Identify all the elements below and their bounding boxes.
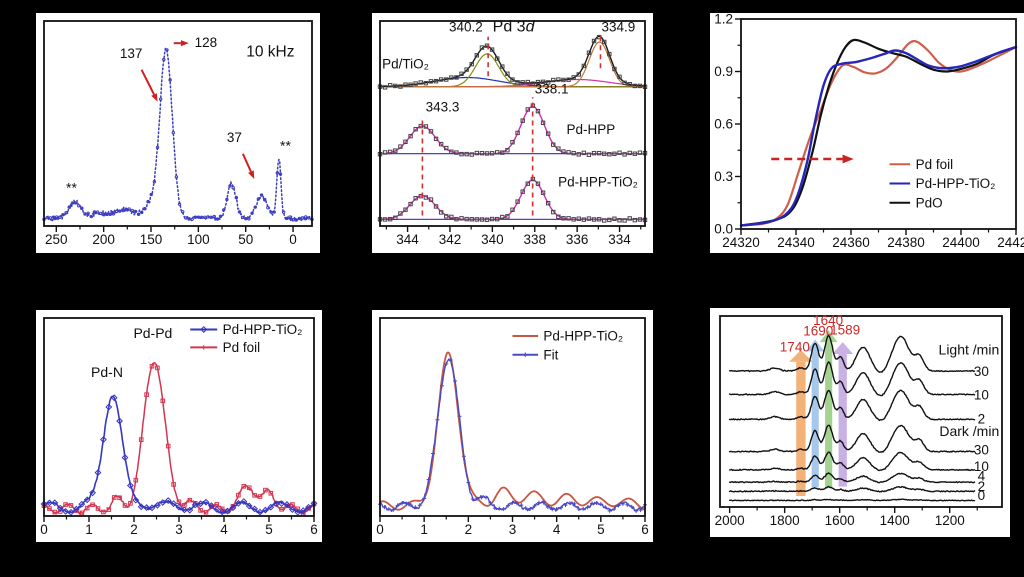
svg-text:128: 128	[195, 35, 218, 50]
svg-text:1: 1	[420, 522, 428, 537]
svg-text:2: 2	[130, 522, 138, 537]
svg-text:336: 336	[566, 232, 589, 247]
svg-text:340: 340	[481, 232, 504, 247]
svg-text:Pd-HPP: Pd-HPP	[567, 122, 616, 137]
svg-text:342: 342	[439, 232, 462, 247]
svg-text:2: 2	[465, 522, 473, 537]
svg-text:6: 6	[641, 522, 649, 537]
svg-text:Pd-HPP-TiO₂: Pd-HPP-TiO₂	[223, 322, 303, 337]
xps-pd3d-chart: 344 342 340 338 336 334 Pd 3d 340.2 334.9 343.3 33…	[377, 19, 648, 247]
svg-text:1640: 1640	[813, 313, 843, 328]
svg-text:250: 250	[45, 232, 68, 247]
svg-text:1200: 1200	[935, 513, 965, 528]
svg-text:1740: 1740	[780, 339, 810, 354]
svg-text:30: 30	[974, 443, 989, 458]
svg-text:338.1: 338.1	[535, 81, 569, 96]
svg-text:24360: 24360	[832, 235, 870, 250]
svg-text:Pd-HPP-TiO₂: Pd-HPP-TiO₂	[558, 175, 638, 190]
svg-text:1400: 1400	[880, 513, 910, 528]
svg-text:334: 334	[608, 232, 631, 247]
svg-text:340.2: 340.2	[449, 20, 483, 35]
svg-text:0.9: 0.9	[714, 64, 733, 79]
svg-text:Dark /min: Dark /min	[939, 423, 999, 439]
svg-text:1.2: 1.2	[714, 13, 733, 27]
svg-text:0.6: 0.6	[714, 117, 733, 132]
svg-text:5: 5	[597, 522, 605, 537]
panel-exafs: 0 1 2 3 4 5 6 Pd-N Pd-Pd Pd-HPP-TiO₂ Pd foil	[36, 310, 322, 542]
svg-text:1: 1	[85, 522, 93, 537]
svg-text:2: 2	[978, 411, 986, 426]
svg-text:30: 30	[974, 364, 989, 379]
svg-text:Pd-N: Pd-N	[91, 364, 123, 380]
svg-text:24340: 24340	[777, 235, 815, 250]
svg-text:PdO: PdO	[916, 195, 943, 210]
svg-text:5: 5	[265, 522, 273, 537]
svg-text:Pd foil: Pd foil	[916, 157, 954, 172]
panel-exafs-fit: 0 1 2 3 4 5 6 Pd-HPP-TiO₂ Fit	[372, 310, 653, 542]
svg-text:1589: 1589	[830, 322, 860, 337]
svg-text:37: 37	[227, 130, 242, 145]
svg-text:2: 2	[978, 479, 986, 494]
svg-text:Pd 3d: Pd 3d	[493, 19, 536, 36]
svg-text:200: 200	[92, 232, 115, 247]
svg-text:3: 3	[509, 522, 517, 537]
panel-drifts: 2000 1800 1600 1400 1200 1740 1690 1640 1589 Ligh…	[710, 308, 1010, 537]
svg-text:0.3: 0.3	[714, 169, 733, 184]
svg-text:0: 0	[376, 522, 384, 537]
svg-text:Pd/TiO₂: Pd/TiO₂	[382, 56, 429, 71]
svg-text:10: 10	[974, 388, 989, 403]
svg-text:0: 0	[978, 488, 986, 503]
svg-text:Pd foil: Pd foil	[223, 340, 261, 355]
panel-xps: 344 342 340 338 336 334 Pd 3d 340.2 334.9 343.3 33…	[372, 13, 653, 253]
nmr-spectrum-chart: 250 200 150 100 50 0 10 kHz 137 128 37 ** **	[42, 20, 314, 247]
svg-text:150: 150	[140, 232, 163, 247]
svg-text:1800: 1800	[770, 513, 800, 528]
svg-text:4: 4	[553, 522, 561, 537]
svg-text:24400: 24400	[942, 235, 980, 250]
svg-text:4: 4	[978, 468, 986, 483]
svg-text:338: 338	[523, 232, 546, 247]
panel-nmr: 250 200 150 100 50 0 10 kHz 137 128 37 ** **	[36, 13, 320, 253]
svg-text:10 kHz: 10 kHz	[246, 43, 294, 60]
svg-text:137: 137	[120, 46, 143, 61]
svg-text:0: 0	[289, 232, 297, 247]
svg-text:1600: 1600	[825, 513, 855, 528]
svg-text:1690: 1690	[803, 324, 833, 339]
svg-text:24320: 24320	[722, 235, 760, 250]
svg-text:343.3: 343.3	[426, 100, 460, 115]
exafs-chart: 0 1 2 3 4 5 6 Pd-N Pd-Pd Pd-HPP-TiO₂ Pd foil	[40, 317, 318, 537]
svg-text:10: 10	[974, 459, 989, 474]
svg-text:**: **	[280, 137, 291, 153]
svg-text:344: 344	[396, 232, 419, 247]
exafs-fit-chart: 0 1 2 3 4 5 6 Pd-HPP-TiO₂ Fit	[376, 317, 649, 537]
svg-text:334.9: 334.9	[602, 20, 636, 35]
svg-text:Fit: Fit	[543, 347, 558, 362]
svg-text:4: 4	[220, 522, 228, 537]
svg-text:50: 50	[238, 232, 253, 247]
svg-text:**: **	[66, 179, 77, 195]
svg-text:Pd-HPP-TiO₂: Pd-HPP-TiO₂	[916, 176, 996, 191]
svg-text:0: 0	[40, 522, 48, 537]
svg-text:0.0: 0.0	[714, 222, 733, 237]
svg-text:Light /min: Light /min	[939, 342, 1000, 358]
svg-text:24380: 24380	[887, 235, 925, 250]
svg-text:Pd-HPP-TiO₂: Pd-HPP-TiO₂	[543, 329, 623, 344]
svg-text:Pd-Pd: Pd-Pd	[133, 325, 172, 341]
svg-text:2000: 2000	[715, 513, 745, 528]
svg-text:3: 3	[175, 522, 183, 537]
svg-text:100: 100	[187, 232, 210, 247]
svg-text:6: 6	[310, 522, 318, 537]
